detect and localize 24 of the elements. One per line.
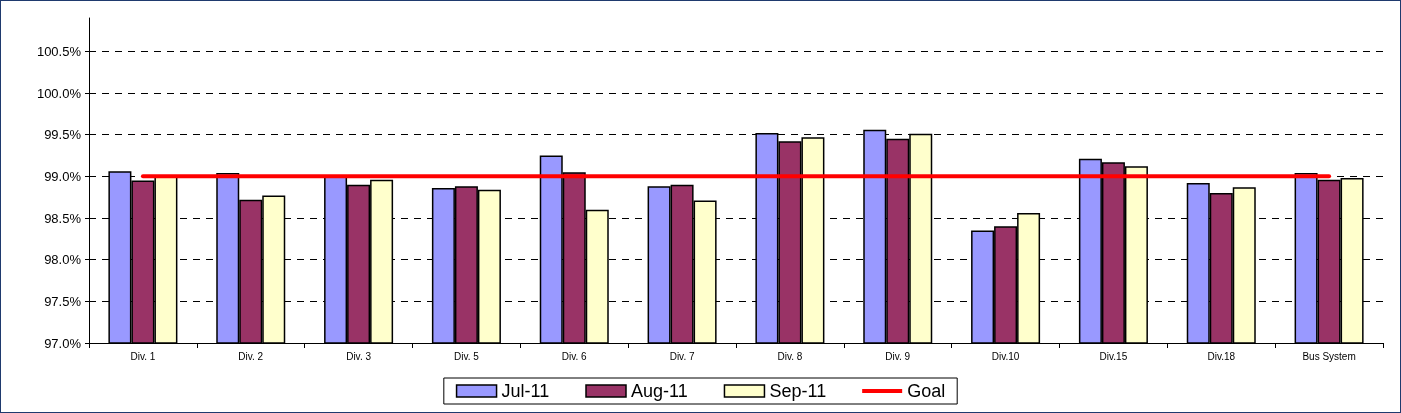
y-tick-label: 98.5% xyxy=(44,210,82,226)
x-tick-label: Div.10 xyxy=(991,350,1020,362)
x-tick-label: Div. 2 xyxy=(238,350,264,362)
x-tick-label: Div.15 xyxy=(1099,350,1128,362)
x-tick-label: Div. 5 xyxy=(454,350,480,362)
legend-label: Sep-11 xyxy=(769,381,827,401)
x-tick-label: Div. 3 xyxy=(346,350,372,362)
x-tick-label: Div. 7 xyxy=(669,350,695,362)
y-tick-label: 97.0% xyxy=(44,335,82,351)
x-tick-label: Div. 9 xyxy=(885,350,911,362)
y-tick-label: 100.0% xyxy=(36,85,82,101)
y-tick-label: 100.5% xyxy=(36,43,82,59)
legend-label: Goal xyxy=(907,381,946,401)
y-tick-label: 99.0% xyxy=(44,168,82,184)
y-tick-label: 97.5% xyxy=(44,293,82,309)
x-tick-label: Div. 8 xyxy=(777,350,803,362)
y-tick-label: 98.0% xyxy=(44,252,82,268)
x-tick-label: Bus System xyxy=(1302,350,1356,362)
x-tick-label: Div. 1 xyxy=(130,350,156,362)
y-tick-label: 99.5% xyxy=(44,127,82,143)
legend-label: Jul-11 xyxy=(501,381,550,401)
legend-label: Aug-11 xyxy=(631,381,688,401)
x-tick-label: Div.18 xyxy=(1207,350,1236,362)
x-tick-label: Div. 6 xyxy=(561,350,588,362)
